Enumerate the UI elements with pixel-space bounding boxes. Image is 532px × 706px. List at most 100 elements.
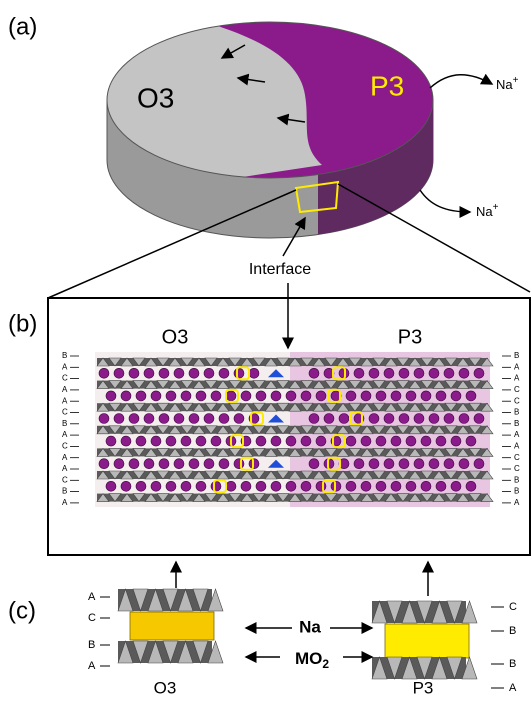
na-atom bbox=[376, 391, 386, 401]
na-atom bbox=[406, 391, 416, 401]
na-atom bbox=[234, 459, 244, 469]
na-atom bbox=[226, 391, 236, 401]
stacking-label: A bbox=[514, 374, 520, 383]
ion-label: Na+ bbox=[496, 75, 519, 93]
na-atom bbox=[301, 436, 311, 446]
na-atom bbox=[256, 436, 266, 446]
na-atom bbox=[474, 414, 484, 424]
stacking-label: C bbox=[62, 374, 68, 383]
na-atom bbox=[234, 414, 244, 424]
na-atom bbox=[114, 459, 124, 469]
na-atom bbox=[429, 414, 439, 424]
na-atom bbox=[436, 436, 446, 446]
na-atom bbox=[361, 481, 371, 491]
na-atom bbox=[429, 459, 439, 469]
na-atom bbox=[429, 368, 439, 378]
na-atom bbox=[211, 481, 221, 491]
na-atom bbox=[361, 391, 371, 401]
disk bbox=[90, 0, 440, 260]
na-atom bbox=[121, 436, 131, 446]
stacking-label: A bbox=[62, 453, 68, 462]
formula-base: MO bbox=[295, 649, 322, 668]
na-atom bbox=[241, 391, 251, 401]
na-atom bbox=[219, 459, 229, 469]
na-atom bbox=[99, 368, 109, 378]
stacking-label: B bbox=[62, 351, 67, 360]
na-atom bbox=[136, 436, 146, 446]
stacking-label: A bbox=[514, 430, 520, 439]
na-atom bbox=[466, 481, 476, 491]
na-atom bbox=[444, 368, 454, 378]
stacking-label: A bbox=[88, 660, 96, 672]
na-atom bbox=[376, 436, 386, 446]
na-atom bbox=[309, 459, 319, 469]
na-atom bbox=[166, 436, 176, 446]
na-atom bbox=[204, 414, 214, 424]
na-atom bbox=[346, 436, 356, 446]
na-atom bbox=[174, 414, 184, 424]
na-atom bbox=[114, 368, 124, 378]
stacking-label: B bbox=[62, 487, 67, 496]
na-layer bbox=[130, 612, 214, 640]
stacking-label: C bbox=[62, 408, 68, 417]
stacking-label: A bbox=[514, 498, 520, 507]
na-atom bbox=[339, 414, 349, 424]
na-atom bbox=[459, 368, 469, 378]
na-atom bbox=[421, 481, 431, 491]
panel-label: (c) bbox=[8, 597, 36, 624]
stacking-label: A bbox=[88, 591, 96, 603]
phase-label: O3 bbox=[154, 678, 177, 697]
na-atom bbox=[144, 368, 154, 378]
stacking-label: A bbox=[62, 396, 68, 405]
ion-sup: + bbox=[493, 202, 499, 213]
na-atom bbox=[406, 436, 416, 446]
na-atom bbox=[369, 414, 379, 424]
na-atom bbox=[286, 391, 296, 401]
na-atom bbox=[174, 459, 184, 469]
na-atom bbox=[99, 414, 109, 424]
na-atom bbox=[159, 368, 169, 378]
na-atom bbox=[466, 391, 476, 401]
na-atom bbox=[466, 436, 476, 446]
na-atom bbox=[316, 391, 326, 401]
na-atom bbox=[226, 481, 236, 491]
ion-label: Na+ bbox=[476, 202, 499, 220]
na-atom bbox=[151, 391, 161, 401]
stacking-label: B bbox=[62, 419, 67, 428]
stacking-label: C bbox=[88, 612, 96, 624]
na-atom bbox=[196, 481, 206, 491]
stacking-label: A bbox=[509, 682, 517, 694]
na-atom bbox=[196, 436, 206, 446]
na-atom bbox=[451, 436, 461, 446]
na-atom bbox=[451, 391, 461, 401]
na-atom bbox=[436, 391, 446, 401]
phase-label: P3 bbox=[398, 326, 422, 348]
na-atom bbox=[271, 436, 281, 446]
phase-label: O3 bbox=[162, 326, 189, 348]
na-atom bbox=[354, 368, 364, 378]
stacking-label: A bbox=[62, 464, 68, 473]
na-atom bbox=[106, 436, 116, 446]
zoom-line bbox=[338, 184, 530, 292]
stacking-label: A bbox=[514, 362, 520, 371]
stacking-label: B bbox=[514, 475, 519, 484]
na-atom bbox=[241, 481, 251, 491]
interface-label: Interface bbox=[249, 261, 311, 278]
stacking-label: B bbox=[509, 625, 516, 637]
na-atom bbox=[174, 368, 184, 378]
stacking-label: A bbox=[514, 442, 520, 451]
na-atom bbox=[391, 481, 401, 491]
na-atom bbox=[474, 459, 484, 469]
stacks: ACBACBBA bbox=[88, 589, 517, 694]
panel-label: (b) bbox=[8, 310, 37, 337]
na-atom bbox=[181, 481, 191, 491]
stacking-label: A bbox=[62, 498, 68, 507]
stacking-label: C bbox=[509, 601, 517, 613]
na-atom bbox=[286, 436, 296, 446]
figure: (a) O3 P3 Na+ Na+ Interface (b) O3 P3 BA… bbox=[0, 0, 532, 701]
na-atom bbox=[106, 481, 116, 491]
na-atom bbox=[399, 414, 409, 424]
stacking-label: B bbox=[514, 408, 519, 417]
na-atom bbox=[391, 436, 401, 446]
na-atom bbox=[144, 414, 154, 424]
